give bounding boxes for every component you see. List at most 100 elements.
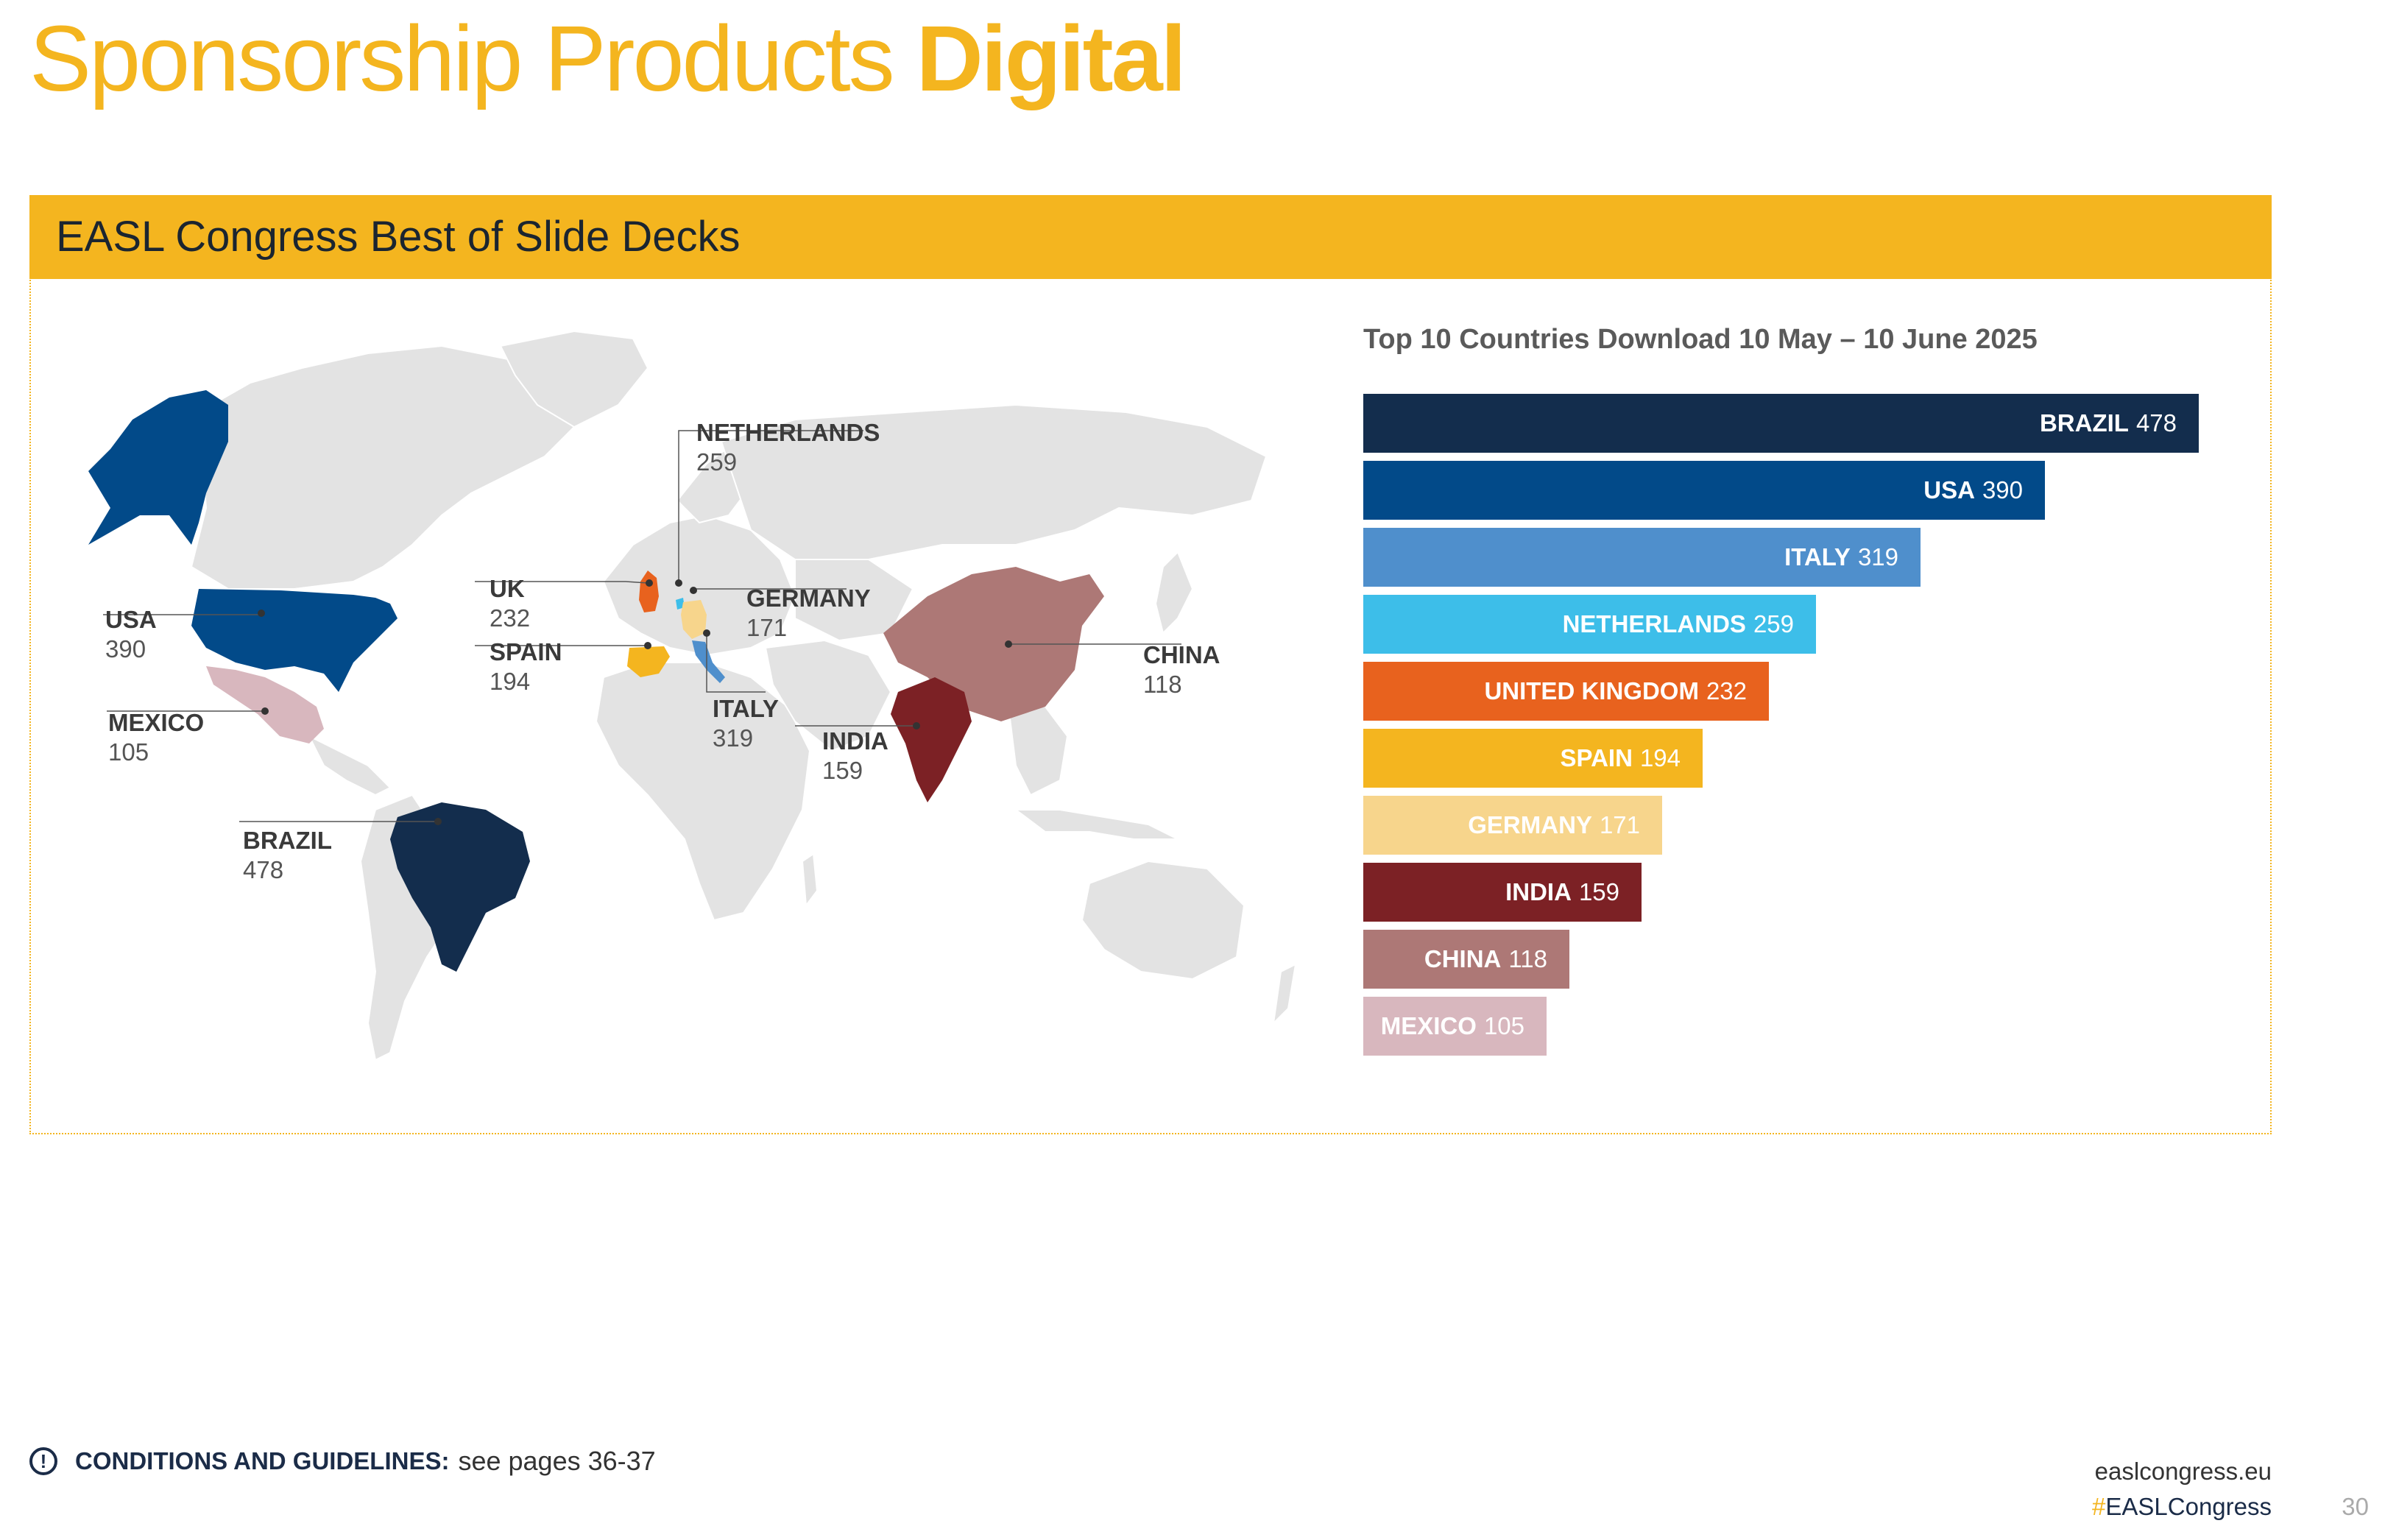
- map-label-india-name: INDIA: [822, 727, 888, 755]
- bar-value: 232: [1706, 677, 1747, 704]
- map-label-brazil-name: BRAZIL: [243, 827, 332, 854]
- dot-mexico: [261, 707, 269, 715]
- map-label-china-name: CHINA: [1143, 641, 1220, 668]
- bar-value: 319: [1857, 543, 1898, 571]
- bar-label: BRAZIL: [2039, 409, 2129, 437]
- bar-value: 390: [1982, 476, 2023, 504]
- bar-usa: USA 390: [1363, 461, 2045, 520]
- country-india: [891, 677, 972, 802]
- land-japan: [1154, 551, 1194, 635]
- map-label-mexico-name: MEXICO: [108, 709, 205, 736]
- land-greenland: [499, 330, 649, 428]
- bar-value: 171: [1599, 811, 1640, 838]
- dot-usa: [258, 610, 265, 617]
- map-label-netherlands: NETHERLANDS 259: [696, 418, 880, 477]
- country-spain: [627, 646, 670, 677]
- bar-netherlands: NETHERLANDS 259: [1363, 595, 1816, 654]
- site-link[interactable]: easlcongress.eu: [2094, 1458, 2272, 1485]
- world-map: [59, 324, 1325, 1075]
- map-label-netherlands-value: 259: [696, 448, 738, 476]
- map-label-mexico-value: 105: [108, 738, 149, 766]
- bar-mexico: MEXICO 105: [1363, 997, 1547, 1056]
- panel-title: EASL Congress Best of Slide Decks: [56, 213, 741, 261]
- leader-lines: [103, 430, 1181, 822]
- dot-netherlands: [675, 579, 682, 587]
- hashtag: #EASLCongress: [2092, 1493, 2272, 1521]
- hashtag-text: EASLCongress: [2105, 1493, 2272, 1520]
- country-italy: [692, 640, 725, 683]
- bar-value: 159: [1578, 878, 1619, 905]
- bar-label: USA: [1923, 476, 1975, 504]
- bar-label: INDIA: [1505, 878, 1572, 905]
- country-alaska: [88, 390, 228, 545]
- map-label-germany-value: 171: [746, 614, 788, 641]
- chart-title: Top 10 Countries Download 10 May – 10 Ju…: [1363, 324, 2038, 355]
- map-label-brazil-value: 478: [243, 856, 284, 883]
- dot-uk: [646, 579, 653, 587]
- alert-circle-icon: !: [29, 1447, 57, 1475]
- land-africa: [595, 662, 811, 922]
- land-new-zealand: [1272, 963, 1297, 1025]
- bar-label: SPAIN: [1560, 744, 1633, 771]
- bar-chart: BRAZIL 478 USA 390 ITALY 319 NETHERLANDS 259 UNI…: [1363, 394, 2232, 1056]
- map-label-uk-value: 232: [490, 604, 531, 632]
- map-label-india: INDIA 159: [822, 727, 888, 785]
- land-indonesia: [1014, 809, 1179, 840]
- page-title-bold: Digital: [916, 7, 1187, 110]
- map-label-italy-name: ITALY: [713, 695, 779, 722]
- map-label-uk-name: UK: [490, 575, 525, 602]
- leader-italy: [706, 633, 766, 693]
- bar-spain: SPAIN 194: [1363, 729, 1703, 788]
- map-label-netherlands-name: NETHERLANDS: [696, 419, 880, 446]
- map-label-germany: GERMANY 171: [746, 584, 871, 643]
- bar-italy: ITALY 319: [1363, 528, 1921, 587]
- map-label-spain-name: SPAIN: [490, 638, 562, 665]
- country-uk: [639, 571, 659, 612]
- bar-value: 478: [2135, 409, 2177, 437]
- land-madagascar: [801, 852, 819, 908]
- page-number: 30: [2342, 1493, 2369, 1520]
- map-label-usa-name: USA: [105, 606, 157, 633]
- bar-germany: GERMANY 171: [1363, 796, 1662, 855]
- leader-netherlands: [678, 430, 863, 583]
- dot-spain: [644, 642, 651, 649]
- bar-india: INDIA 159: [1363, 863, 1642, 922]
- dot-india: [913, 722, 920, 730]
- land-central-america: [307, 734, 392, 797]
- dot-brazil: [434, 818, 442, 825]
- map-label-spain: SPAIN 194: [490, 637, 562, 696]
- bar-label: NETHERLANDS: [1562, 610, 1746, 637]
- conditions-text: see pages 36-37: [458, 1446, 656, 1476]
- bar-brazil: BRAZIL 478: [1363, 394, 2199, 453]
- page-title: Sponsorship Products Digital: [29, 0, 1187, 118]
- world-map-svg: [88, 330, 1297, 1062]
- bar-value: 118: [1508, 945, 1547, 972]
- bar-value: 194: [1639, 744, 1681, 771]
- bar-label: UNITED KINGDOM: [1484, 677, 1699, 704]
- bar-label: ITALY: [1784, 543, 1851, 571]
- conditions-label: CONDITIONS AND GUIDELINES:: [75, 1447, 450, 1474]
- page-title-light: Sponsorship Products: [29, 7, 895, 110]
- bar-label: MEXICO: [1380, 1012, 1477, 1039]
- land-middle-east: [764, 639, 892, 752]
- country-germany: [681, 600, 707, 639]
- land-europe: [602, 514, 796, 657]
- leader-dots: [258, 579, 1012, 825]
- panel-header: EASL Congress Best of Slide Decks: [29, 195, 2272, 279]
- land-canada: [190, 345, 576, 590]
- map-label-usa: USA 390: [105, 605, 157, 664]
- bar-united-kingdom: UNITED KINGDOM 232: [1363, 662, 1769, 721]
- country-mexico: [206, 666, 324, 743]
- land-masses: [190, 330, 1297, 1062]
- map-label-italy-value: 319: [713, 724, 754, 752]
- bar-value: 259: [1753, 610, 1794, 637]
- land-southeast-asia: [1007, 706, 1069, 797]
- dot-china: [1005, 640, 1012, 648]
- bar-value: 105: [1483, 1012, 1524, 1039]
- country-brazil: [390, 802, 530, 972]
- map-label-china: CHINA 118: [1143, 640, 1220, 699]
- land-australia: [1081, 860, 1246, 981]
- map-label-spain-value: 194: [490, 668, 531, 695]
- map-label-germany-name: GERMANY: [746, 584, 871, 612]
- conditions-note: ! CONDITIONS AND GUIDELINES: see pages 3…: [29, 1443, 656, 1480]
